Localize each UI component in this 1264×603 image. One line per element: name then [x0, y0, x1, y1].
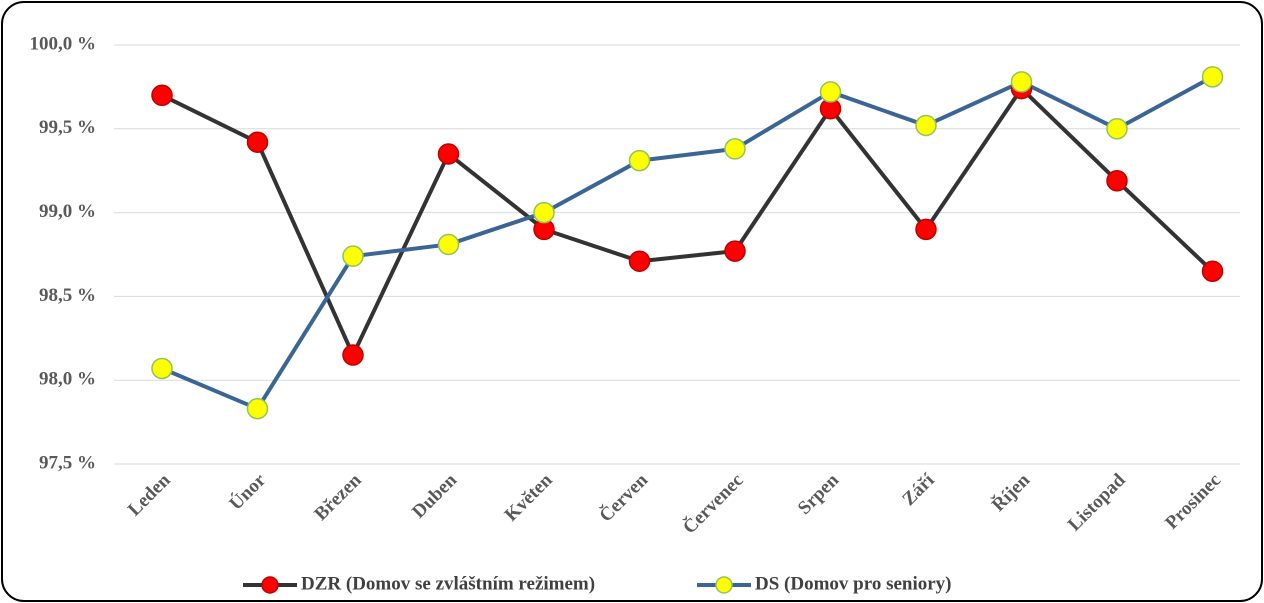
y-tick-label: 98,0 %: [39, 369, 96, 390]
legend-label: DS (Domov pro seniory): [755, 573, 952, 594]
data-point: [437, 143, 460, 165]
data-point: [151, 357, 173, 380]
data-point: [1106, 118, 1128, 140]
y-tick-label: 99,5 %: [39, 117, 96, 138]
data-point: [628, 149, 651, 172]
data-point: [724, 138, 746, 160]
data-point: [1010, 71, 1033, 93]
legend-marker: [715, 576, 733, 594]
data-point: [724, 240, 746, 262]
y-tick-label: 100,0 %: [30, 33, 97, 54]
series-line: [161, 75, 1214, 411]
data-point: [915, 114, 937, 137]
series-line: [161, 86, 1214, 358]
legend-label: DZR (Domov se zvláštním režimem): [301, 573, 595, 594]
data-point: [342, 245, 364, 267]
data-point: [437, 233, 460, 256]
data-point: [628, 250, 651, 272]
data-point: [819, 81, 842, 103]
legend-marker: [261, 576, 279, 594]
y-tick-label: 98,5 %: [39, 285, 96, 306]
data-point: [915, 218, 937, 241]
y-tick-label: 99,0 %: [39, 201, 96, 222]
data-point: [1201, 260, 1224, 283]
data-point: [1106, 170, 1128, 192]
data-point: [533, 201, 555, 224]
data-point: [1201, 66, 1224, 88]
y-tick-label: 97,5 %: [39, 452, 96, 473]
data-point: [246, 131, 269, 153]
data-point: [246, 397, 269, 420]
data-point: [342, 344, 364, 366]
data-point: [151, 84, 173, 107]
